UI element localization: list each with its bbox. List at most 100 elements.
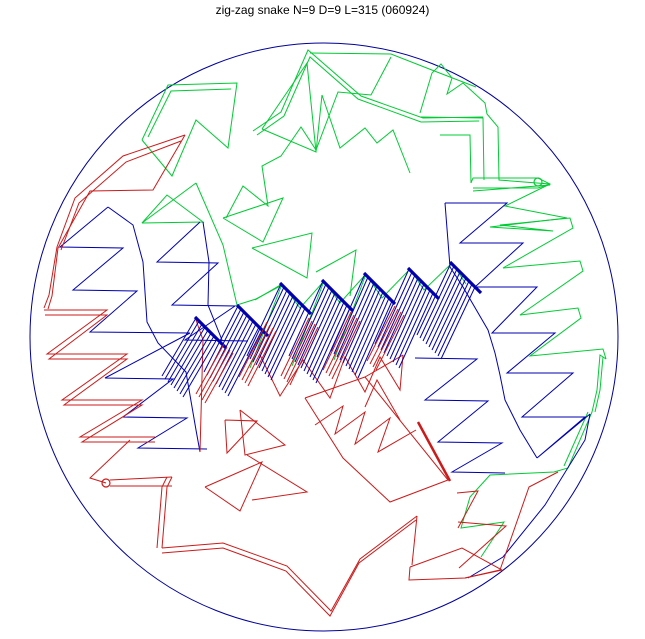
snake-path-blue [445, 202, 591, 459]
blue-hatch-bundle-line [227, 329, 263, 397]
red-hatch-bundle-line [241, 324, 271, 381]
snake-path-green [315, 94, 411, 174]
blue-hatch-bundle-line [345, 288, 381, 367]
snake-path-red [364, 354, 404, 378]
snake-path-blue [58, 206, 208, 450]
snake-path-red [456, 490, 479, 529]
snake-path-red [43, 134, 186, 309]
red-hatch-bundle-line [238, 321, 268, 378]
blue-hatch-bundle-line [333, 276, 369, 355]
snake-path-green [419, 63, 551, 185]
blue-hatch-bundle-line [297, 289, 333, 366]
blue-hatch-bundle-line [264, 301, 300, 375]
snake-path-red [161, 519, 417, 617]
blue-hatch-bundle-line [395, 289, 431, 366]
blue-hatch-bundle-line [440, 286, 476, 360]
red-hatch-bundle-line [369, 308, 399, 365]
red-hatch-bundle-line [201, 349, 231, 401]
snake-path-blue [444, 202, 538, 459]
blue-hatch-bundle-line [425, 271, 461, 345]
snake-path-green [420, 116, 485, 181]
snake-path-red [224, 419, 259, 455]
snake-path-green [141, 194, 205, 224]
red-hatch-bundle-line [366, 305, 396, 362]
blue-hatch-bundle-line [303, 295, 339, 372]
snake-path-red [204, 461, 263, 512]
snake-path-green [594, 356, 604, 413]
snake-path-green [141, 182, 197, 224]
boundary-circle [29, 42, 619, 632]
red-hatch-bundle-line [375, 314, 405, 371]
red-hatch-bundle-line [204, 352, 234, 404]
snake-path-red [408, 547, 504, 581]
snake-path-red [246, 454, 309, 501]
plot-title: zig-zag snake N=9 D=9 L=315 (060924) [215, 3, 430, 17]
blue-hatch-bundle-line [270, 307, 306, 381]
red-hatch-bundle-line [322, 311, 352, 371]
blue-hatch-bundle-line [336, 279, 372, 358]
blue-hatch-bundle-line [380, 274, 416, 351]
blue-hatch-bundle-line [386, 280, 422, 357]
blue-hatch-bundle-line [422, 268, 458, 342]
blue-hatch-bundle-line [416, 262, 452, 336]
blue-hatch-bundle-line [167, 323, 203, 383]
snake-path-red [195, 319, 204, 453]
blue-hatch-bundle-line [330, 273, 366, 352]
snake-path-red [60, 140, 182, 251]
snake-path-green [440, 134, 472, 184]
red-hatch-bundle-line [286, 323, 316, 383]
blue-hatch-bundle-line [176, 332, 212, 392]
snake-path-green [499, 217, 607, 360]
snake-path-green [470, 177, 552, 189]
blue-hatch-bundle-line [203, 305, 239, 373]
snake-path-red [161, 515, 418, 612]
red-hatch-bundle-line [289, 326, 319, 386]
blue-hatch-bundle-line [306, 298, 342, 375]
red-hatch-bundle-line [331, 320, 361, 380]
blue-hatch-bundle-line [419, 265, 455, 339]
snake-path-blue [107, 206, 201, 453]
red-hatch-bundle-line [244, 327, 274, 384]
snake-path-blue [202, 221, 223, 341]
blue-hatch-bundle-line [267, 304, 303, 378]
blue-hatch-bundle-thick-stroke [406, 266, 441, 301]
blue-hatch-bundle-line [383, 277, 419, 354]
red-endpoint-marker [101, 478, 111, 488]
blue-hatch-bundle-line [348, 291, 384, 370]
blue-hatch-bundle-line [354, 297, 390, 376]
blue-hatch-bundle-line [221, 323, 257, 391]
snake-path-green [563, 411, 589, 467]
blue-hatch-bundle-line [434, 280, 470, 354]
blue-hatch-bundle-line [224, 326, 260, 394]
blue-hatch-bundle-line [342, 285, 378, 364]
snake-path-red [109, 476, 173, 481]
snake-path-red [364, 378, 401, 421]
blue-hatch-bundle-line [389, 283, 425, 360]
red-hatch-bundle-line [325, 314, 355, 374]
snake-path-red [89, 439, 131, 484]
snake-path-green [252, 49, 484, 132]
blue-hatch-bundle-line [392, 286, 428, 363]
blue-hatch-bundle-line [170, 326, 206, 386]
snake-path-green [261, 61, 317, 153]
blue-hatch-bundle-line [173, 329, 209, 389]
blue-hatch-bundle-line [294, 286, 330, 363]
red-hatch-bundle-line [280, 317, 310, 377]
blue-hatch-bundle-thick-stroke [193, 315, 228, 350]
blue-hatch-bundle-line [182, 338, 218, 398]
blue-hatch-bundle-thick-stroke [362, 271, 397, 306]
red-hatch-bundle-line [283, 320, 313, 380]
snake-path-red [156, 476, 168, 549]
snake-path-red [464, 471, 559, 579]
snake-path-red [259, 354, 404, 400]
snake-path-red [44, 309, 155, 438]
snake-path-blue [414, 357, 506, 474]
blue-hatch-bundle-line [179, 335, 215, 395]
snake-path-blue [155, 221, 249, 342]
red-hatch-bundle-line [195, 343, 225, 395]
snake-path-red [304, 376, 449, 503]
blue-hatch-bundle-line [291, 283, 327, 360]
blue-hatch-bundle-line [428, 274, 464, 348]
snake-path-green [251, 232, 313, 279]
